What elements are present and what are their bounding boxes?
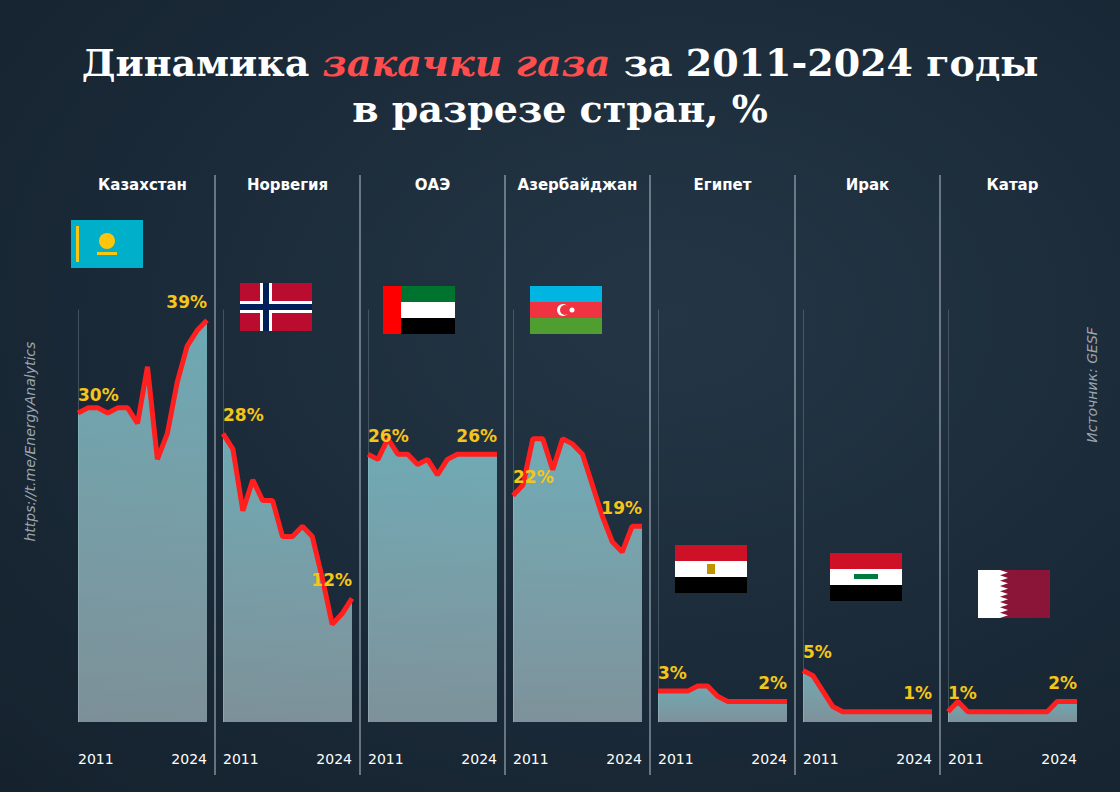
svg-text:2024: 2024 xyxy=(316,751,352,767)
svg-text:30%: 30% xyxy=(78,385,119,405)
svg-text:19%: 19% xyxy=(601,498,642,518)
html-text:Норвегия: Норвегия xyxy=(246,176,329,194)
svg-text:2024: 2024 xyxy=(606,751,642,767)
svg-text:39%: 39% xyxy=(166,292,207,312)
svg-text:3%: 3% xyxy=(658,663,687,683)
svg-text:22%: 22% xyxy=(513,467,554,487)
svg-text:2011: 2011 xyxy=(948,751,984,767)
html-text:Казахстан: Казахстан xyxy=(98,176,187,194)
svg-text:2011: 2011 xyxy=(223,751,259,767)
svg-text:2011: 2011 xyxy=(513,751,549,767)
html-text:Катар: Катар xyxy=(986,176,1039,194)
svg-text:2011: 2011 xyxy=(78,751,114,767)
svg-text:28%: 28% xyxy=(223,405,264,425)
html-text:Азербайджан: Азербайджан xyxy=(517,176,638,194)
svg-text:12%: 12% xyxy=(311,570,352,590)
html-text:Динамика закачки газа за 2011-: Динамика закачки газа за 2011-2024 годы … xyxy=(81,40,1039,131)
svg-text:26%: 26% xyxy=(368,426,409,446)
svg-text:2%: 2% xyxy=(1048,673,1077,693)
svg-text:1%: 1% xyxy=(903,683,932,703)
svg-text:26%: 26% xyxy=(456,426,497,446)
svg-text:2024: 2024 xyxy=(896,751,932,767)
svg-text:2024: 2024 xyxy=(461,751,497,767)
svg-text:2011: 2011 xyxy=(803,751,839,767)
svg-text:2024: 2024 xyxy=(751,751,787,767)
svg-text:2%: 2% xyxy=(758,673,787,693)
html-text:ОАЭ: ОАЭ xyxy=(414,176,451,194)
html-text:Источник: GESF: Источник: GESF xyxy=(1084,327,1100,443)
svg-text:5%: 5% xyxy=(803,642,832,662)
svg-text:1%: 1% xyxy=(948,683,977,703)
html-text:Египет: Египет xyxy=(693,176,752,194)
html-text:Ирак: Ирак xyxy=(845,176,890,194)
svg-text:2024: 2024 xyxy=(1041,751,1077,767)
html-text:https://t.me/EnergyAnalytics: https://t.me/EnergyAnalytics xyxy=(22,341,38,542)
svg-text:2024: 2024 xyxy=(171,751,207,767)
svg-text:2011: 2011 xyxy=(658,751,694,767)
svg-text:2011: 2011 xyxy=(368,751,404,767)
